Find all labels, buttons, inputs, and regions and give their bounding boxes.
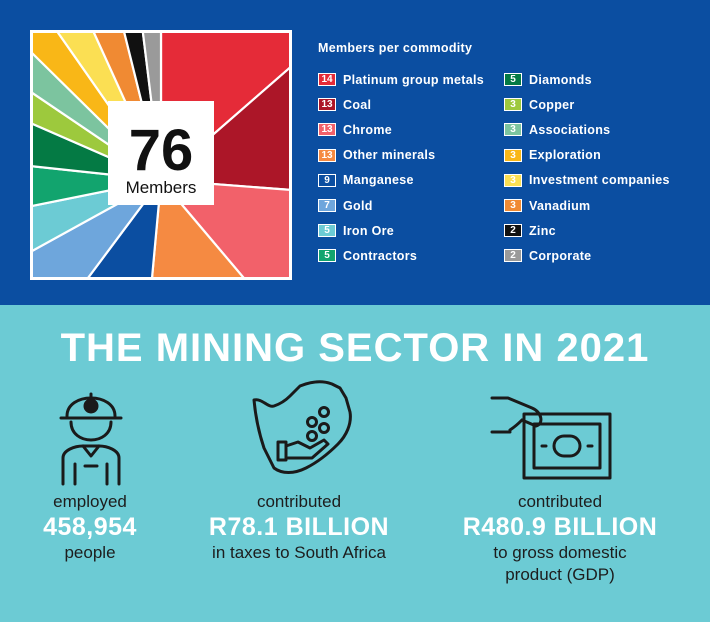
stat-taxes-value: R78.1 BILLION bbox=[208, 513, 390, 541]
legend-item-other-minerals: 13 Other minerals bbox=[318, 148, 435, 163]
legend-item-associations: 3 Associations bbox=[504, 122, 610, 137]
legend-count: 5 bbox=[318, 249, 336, 263]
legend-item-zinc: 2 Zinc bbox=[504, 223, 556, 238]
legend-count: 7 bbox=[318, 199, 336, 212]
legend-count: 2 bbox=[504, 224, 522, 238]
legend-label: Chrome bbox=[343, 122, 393, 137]
legend-label: Platinum group metals bbox=[343, 72, 485, 87]
chart-frame bbox=[30, 30, 292, 280]
stat-taxes-post: in taxes to South Africa bbox=[212, 543, 386, 562]
legend-count: 3 bbox=[504, 148, 522, 162]
center-label-text: Members bbox=[126, 178, 197, 197]
center-label-value: 76 bbox=[129, 118, 194, 183]
pie-slice-corporate bbox=[141, 30, 163, 181]
stat-gdp-pre: contributed bbox=[517, 492, 603, 511]
stat-employment-pre: employed bbox=[53, 492, 127, 511]
legend-label: Manganese bbox=[343, 173, 414, 188]
banknote-hand-icon bbox=[490, 396, 612, 480]
legend-item-copper: 3 Copper bbox=[504, 97, 575, 112]
legend-label: Copper bbox=[529, 97, 575, 112]
legend-item-platinum-group-metals: 14 Platinum group metals bbox=[318, 72, 484, 87]
legend-label: Diamonds bbox=[529, 72, 592, 87]
legend-title: Members per commodity bbox=[318, 41, 473, 55]
legend-item-vanadium: 3 Vanadium bbox=[504, 198, 590, 213]
pie-slice-contractors bbox=[30, 164, 162, 208]
legend-count: 13 bbox=[318, 148, 336, 162]
stat-employment-value: 458,954 bbox=[43, 513, 137, 541]
legend-label: Coal bbox=[343, 97, 372, 112]
legend-count: 3 bbox=[504, 173, 522, 187]
legend-item-iron-ore: 5 Iron Ore bbox=[318, 223, 394, 238]
legend-label: Contractors bbox=[343, 248, 418, 263]
legend-label: Exploration bbox=[529, 148, 602, 163]
legend-item-contractors: 5 Contractors bbox=[318, 248, 417, 263]
pie-slice-manganese bbox=[85, 176, 163, 280]
legend-label: Associations bbox=[529, 122, 611, 137]
legend-label: Corporate bbox=[529, 248, 592, 263]
legend-item-diamonds: 5 Diamonds bbox=[504, 72, 592, 87]
legend-count: 3 bbox=[504, 123, 522, 137]
legend-item-investment-companies: 3 Investment companies bbox=[504, 173, 670, 188]
legend-item-exploration: 3 Exploration bbox=[504, 148, 601, 163]
stat-employment-post: people bbox=[64, 543, 116, 562]
legend-count: 5 bbox=[318, 224, 336, 238]
legend-item-manganese: 9 Manganese bbox=[318, 173, 414, 188]
legend-count: 3 bbox=[504, 98, 522, 112]
legend-item-gold: 7 Gold bbox=[318, 198, 373, 213]
legend-item-corporate: 2 Corporate bbox=[504, 248, 591, 263]
stat-employment: employed 458,954 people bbox=[20, 492, 160, 564]
legend-item-chrome: 13 Chrome bbox=[318, 122, 392, 137]
center-label-box bbox=[108, 101, 214, 205]
legend-item-coal: 13 Coal bbox=[318, 97, 371, 112]
miner-icon bbox=[59, 392, 123, 486]
legend-count: 3 bbox=[504, 199, 522, 212]
stat-taxes-pre: contributed bbox=[256, 492, 342, 511]
headline: THE MINING SECTOR IN 2021 bbox=[60, 326, 650, 370]
legend-count: 13 bbox=[318, 98, 336, 112]
legend-label: Other minerals bbox=[343, 148, 436, 163]
legend-label: Gold bbox=[343, 198, 373, 213]
stat-gdp-post: to gross domestic product (GDP) bbox=[493, 543, 627, 584]
legend-count: 2 bbox=[504, 249, 522, 263]
stat-gdp-value: R480.9 BILLION bbox=[462, 513, 658, 541]
legend-count: 9 bbox=[318, 173, 336, 187]
stat-taxes: contributed R78.1 BILLION in taxes to So… bbox=[184, 492, 414, 564]
south-africa-map-icon bbox=[252, 380, 352, 474]
stat-gdp: contributed R480.9 BILLION to gross dome… bbox=[440, 492, 680, 586]
legend-count: 5 bbox=[504, 73, 522, 86]
legend-count: 13 bbox=[318, 123, 336, 137]
members-panel: 76 Members Members per commodity 14 Platin… bbox=[0, 0, 710, 305]
legend-label: Vanadium bbox=[529, 198, 591, 213]
legend-label: Investment companies bbox=[529, 173, 670, 188]
legend-count: 14 bbox=[318, 73, 336, 86]
legend-label: Iron Ore bbox=[343, 223, 395, 238]
legend-label: Zinc bbox=[529, 223, 556, 238]
pie-slice-iron-ore bbox=[30, 178, 162, 254]
